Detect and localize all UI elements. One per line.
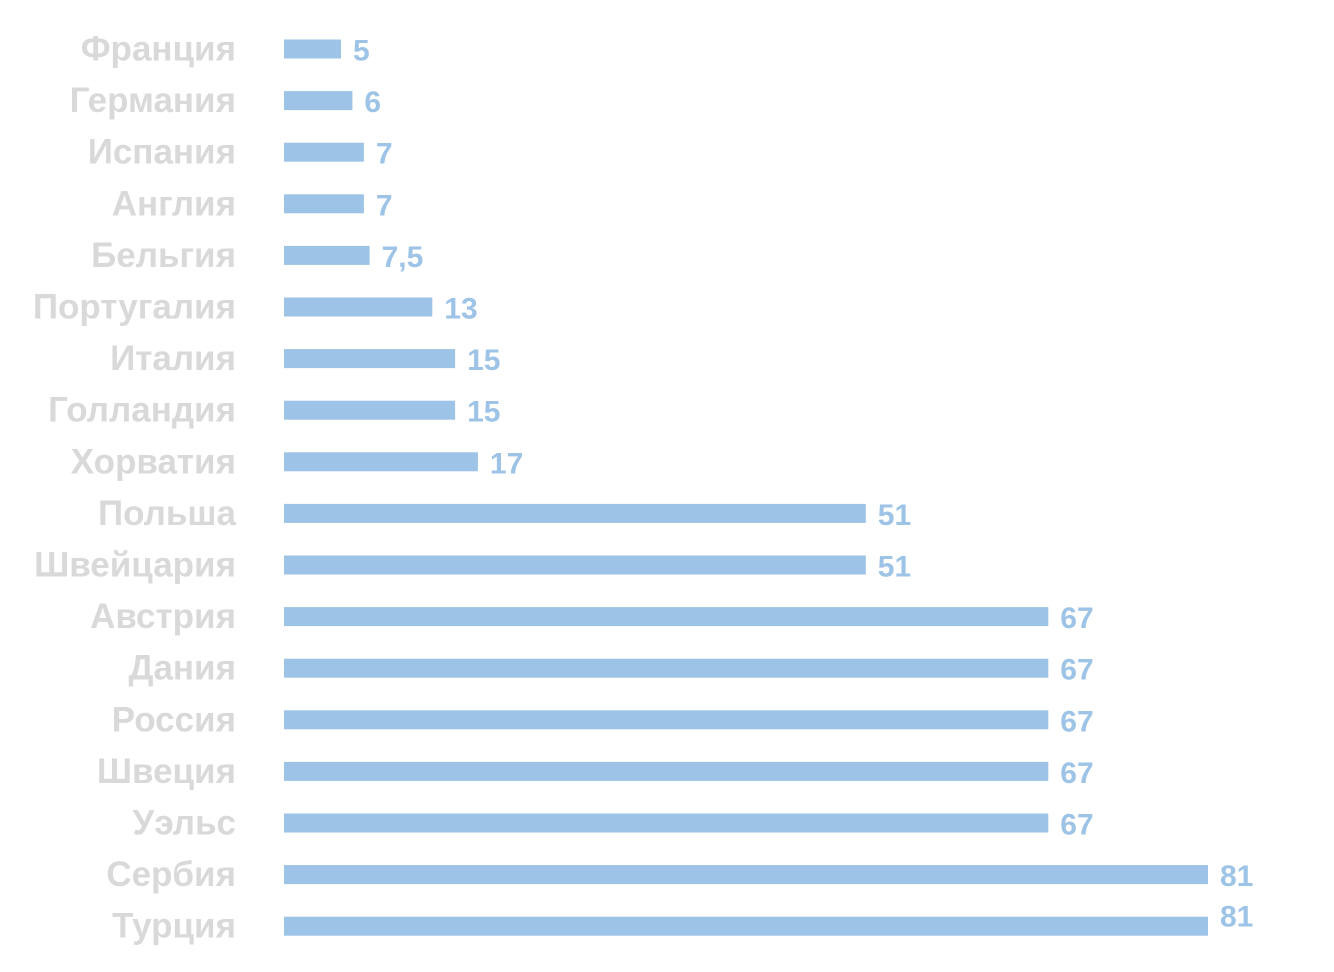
value-label: 7,5 [382,241,424,274]
category-label: Франция [81,30,236,69]
bar [284,194,364,214]
value-label: 51 [878,551,911,584]
bar [284,142,364,162]
category-label: Германия [70,81,236,120]
value-label: 13 [444,293,477,326]
value-label: 67 [1060,602,1093,635]
value-label: 15 [467,344,500,377]
value-label: 6 [364,86,381,119]
value-label: 15 [467,396,500,429]
category-label: Португалия [33,288,236,327]
bars-group [284,39,1208,936]
bar [284,865,1208,885]
category-label: Хорватия [71,442,236,481]
value-label: 51 [878,499,911,532]
bar [284,452,478,472]
value-label: 67 [1060,809,1093,842]
category-label: Турция [112,907,236,946]
bar [284,349,456,369]
category-label: Уэльс [133,804,236,843]
category-label: Англия [112,184,236,223]
bar [284,555,866,575]
bar [284,607,1049,627]
bar [284,813,1049,833]
value-label: 67 [1060,757,1093,790]
value-label: 67 [1060,705,1093,738]
value-label: 5 [353,35,370,68]
value-label: 7 [376,189,393,222]
value-label: 67 [1060,654,1093,687]
category-label: Сербия [106,855,236,894]
bar [284,916,1208,936]
category-label: Италия [110,339,236,378]
category-label: Швейцария [34,546,236,585]
bar [284,91,353,111]
bar [284,710,1049,730]
value-label: 81 [1220,860,1253,893]
category-label: Бельгия [91,236,236,275]
bar [284,39,341,59]
value-label: 7 [376,138,393,171]
category-label: Испания [88,133,236,172]
value-label: 81 [1220,901,1253,934]
bar [284,297,433,317]
bar [284,503,866,523]
category-label: Австрия [90,597,236,636]
category-labels-group: Франция Германия Испания Англия Бельгия Порту… [33,30,237,946]
value-label: 17 [490,447,523,480]
bar [284,400,456,420]
bar [284,761,1049,781]
category-label: Польша [98,494,237,533]
category-label: Швеция [97,752,236,791]
bar [284,245,370,265]
category-label: Дания [129,649,236,688]
category-label: Голландия [48,391,236,430]
category-label: Россия [112,700,236,739]
bar [284,658,1049,678]
